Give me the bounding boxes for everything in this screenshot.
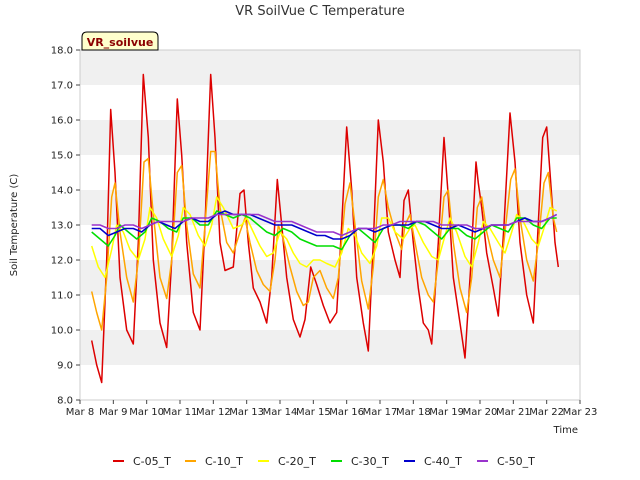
grid-band — [80, 50, 580, 85]
y-tick-label: 17.0 — [51, 81, 73, 92]
y-tick-label: 15.0 — [51, 151, 73, 162]
grid-bands — [80, 50, 580, 365]
y-tick-label: 13.0 — [51, 221, 73, 232]
site-badge: VR_soilvue — [81, 31, 159, 51]
series-line-c-40_t — [91, 210, 558, 240]
y-axis-label: Soil Temperature (C) — [9, 174, 20, 277]
y-tick-label: 14.0 — [51, 186, 73, 197]
legend-label: C-30_T — [351, 455, 389, 468]
series-line-c-50_t — [91, 213, 558, 237]
grid-band — [80, 120, 580, 155]
y-tick-label: 8.0 — [57, 396, 73, 407]
x-tick-label: Mar 14 — [263, 407, 298, 418]
y-tick-label: 11.0 — [51, 291, 73, 302]
legend-label: C-20_T — [278, 455, 316, 468]
chart-title: VR SoilVue C Temperature — [235, 4, 404, 19]
x-tick-label: Mar 22 — [529, 407, 564, 418]
x-tick-label: Mar 18 — [396, 407, 431, 418]
legend-label: C-05_T — [133, 455, 171, 468]
legend-label: C-10_T — [205, 455, 243, 468]
site-badge-label: VR_soilvue — [87, 36, 154, 49]
x-tick-label: Mar 9 — [99, 407, 127, 418]
grid-band — [80, 330, 580, 365]
x-tick-label: Mar 13 — [229, 407, 264, 418]
y-axis-ticks: 8.0 9.0 10.0 11.0 12.0 13.0 14.0 15.0 16.0 17.0 18… — [51, 46, 80, 407]
x-tick-label: Mar 21 — [496, 407, 531, 418]
y-tick-label: 18.0 — [51, 46, 73, 57]
series-lines — [90, 73, 560, 384]
x-tick-label: Mar 20 — [463, 407, 498, 418]
y-tick-label: 9.0 — [57, 361, 73, 372]
x-tick-label: Mar 17 — [363, 407, 398, 418]
y-tick-label: 12.0 — [51, 256, 73, 267]
x-axis-label: Time — [553, 425, 578, 436]
y-tick-label: 16.0 — [51, 116, 73, 127]
legend-label: C-50_T — [497, 455, 535, 468]
legend-label: C-40_T — [424, 455, 462, 468]
x-tick-label: Mar 10 — [129, 407, 164, 418]
series-line-c-20_t — [90, 196, 558, 279]
series-line-c-10_t — [90, 150, 558, 331]
grid-band — [80, 190, 580, 225]
series-line-c-30_t — [91, 210, 557, 251]
legend: C-05_T C-10_T C-20_T C-30_T C-40_T C-50_T — [113, 455, 535, 468]
y-tick-label: 10.0 — [51, 326, 73, 337]
x-tick-label: Mar 8 — [66, 407, 94, 418]
x-tick-label: Mar 23 — [563, 407, 598, 418]
x-tick-label: Mar 16 — [329, 407, 364, 418]
x-tick-label: Mar 19 — [429, 407, 464, 418]
x-tick-label: Mar 12 — [196, 407, 231, 418]
x-tick-label: Mar 15 — [296, 407, 331, 418]
x-tick-label: Mar 11 — [163, 407, 198, 418]
